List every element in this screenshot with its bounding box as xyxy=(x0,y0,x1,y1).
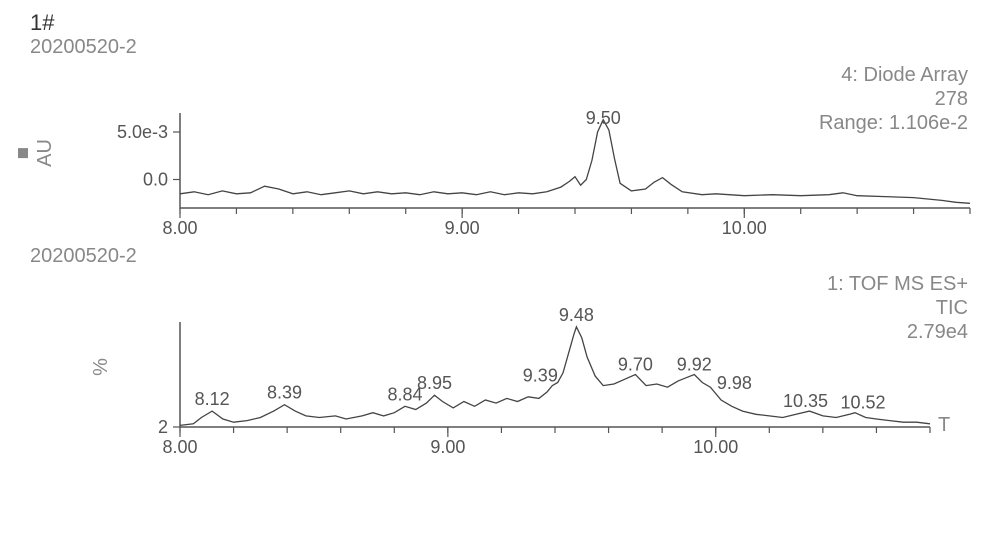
chart1-wavelength: 278 xyxy=(819,87,968,111)
svg-text:9.48: 9.48 xyxy=(559,305,594,325)
svg-text:9.70: 9.70 xyxy=(618,355,653,375)
diode-array-chart: 4: Diode Array 278 Range: 1.106e-2 AU 8.… xyxy=(10,63,980,243)
chart2-maxval: 2.79e4 xyxy=(827,320,968,344)
svg-text:5.0e-3: 5.0e-3 xyxy=(117,122,168,142)
svg-text:9.00: 9.00 xyxy=(430,437,465,457)
svg-text:9.92: 9.92 xyxy=(677,355,712,375)
series-marker-square xyxy=(18,148,28,158)
svg-text:8.12: 8.12 xyxy=(195,389,230,409)
svg-text:8.00: 8.00 xyxy=(162,218,197,238)
svg-text:10.52: 10.52 xyxy=(840,393,885,413)
svg-text:8.00: 8.00 xyxy=(162,437,197,457)
svg-text:Time: Time xyxy=(938,414,950,436)
svg-text:8.95: 8.95 xyxy=(417,373,452,393)
chart1-meta: 4: Diode Array 278 Range: 1.106e-2 xyxy=(819,63,968,135)
svg-text:10.35: 10.35 xyxy=(783,391,828,411)
chart2-meta: 1: TOF MS ES+ TIC 2.79e4 xyxy=(827,272,968,344)
chart1-detector: 4: Diode Array xyxy=(819,63,968,87)
svg-text:10.00: 10.00 xyxy=(693,437,738,457)
sample-number: 1# xyxy=(30,10,980,36)
chart2-detector: 1: TOF MS ES+ xyxy=(827,272,968,296)
chart1-ylabel: AU xyxy=(34,139,57,167)
chart1-range: Range: 1.106e-2 xyxy=(819,111,968,135)
run-id-top: 20200520-2 xyxy=(30,36,980,59)
chart2-svg: 8.009.0010.0028.128.398.848.959.399.489.… xyxy=(10,272,950,462)
svg-text:0.0: 0.0 xyxy=(143,170,168,190)
svg-text:9.98: 9.98 xyxy=(717,373,752,393)
tof-ms-chart: 1: TOF MS ES+ TIC 2.79e4 % 8.00 9.00 10.00… xyxy=(10,272,980,462)
svg-text:2: 2 xyxy=(158,417,168,437)
svg-text:9.39: 9.39 xyxy=(523,366,558,386)
svg-text:10.00: 10.00 xyxy=(722,218,767,238)
svg-text:9.50: 9.50 xyxy=(586,108,621,128)
chart2-tic: TIC xyxy=(827,296,968,320)
svg-text:8.39: 8.39 xyxy=(267,383,302,403)
chart2-ylabel: % xyxy=(90,358,113,376)
svg-text:9.00: 9.00 xyxy=(445,218,480,238)
run-id-bottom: 20200520-2 xyxy=(30,245,980,268)
